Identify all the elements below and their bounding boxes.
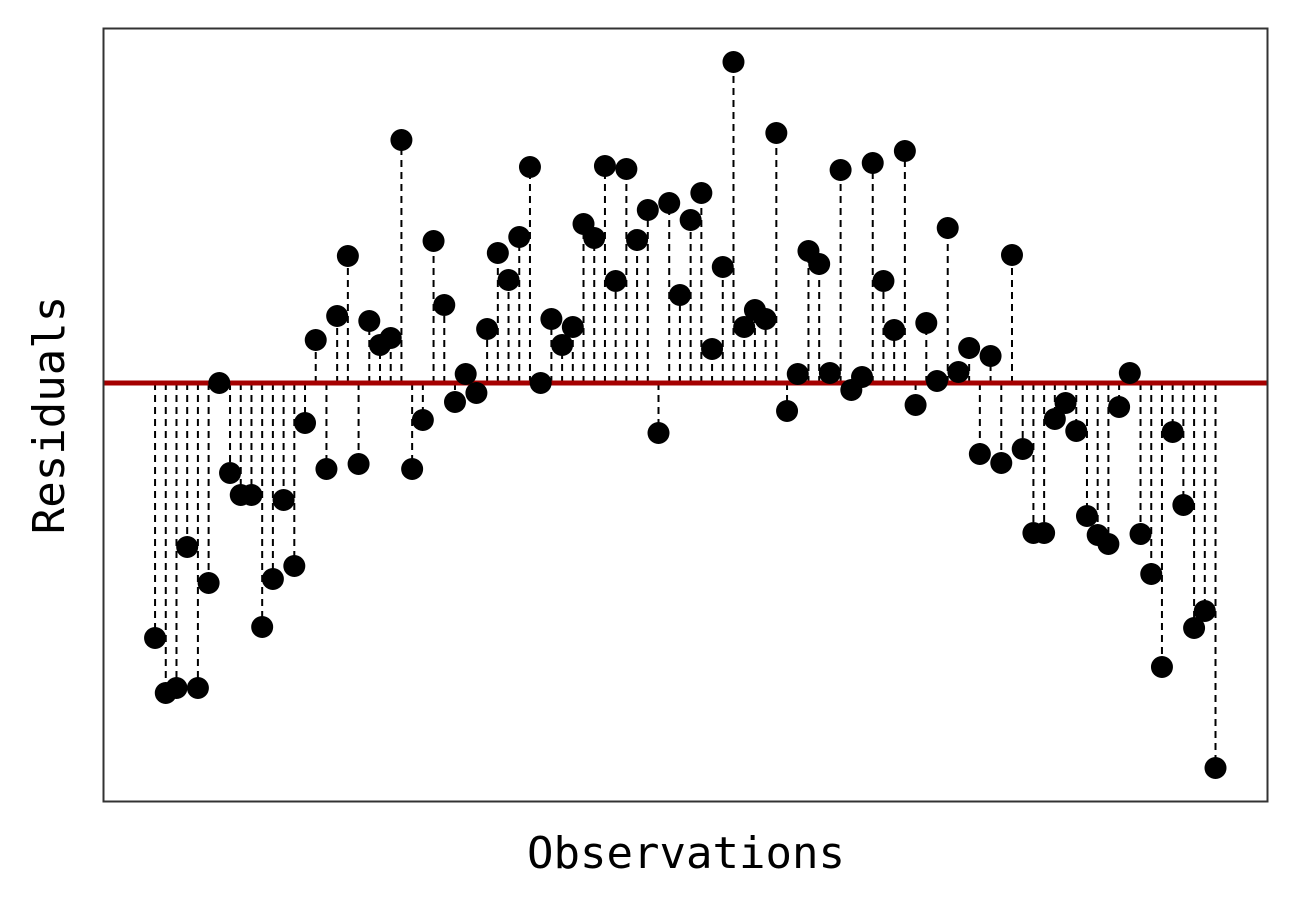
point xyxy=(1129,523,1152,545)
point xyxy=(497,269,520,291)
point xyxy=(701,338,724,360)
point xyxy=(144,627,167,649)
point xyxy=(711,256,734,278)
point xyxy=(626,229,649,251)
point xyxy=(690,182,713,204)
point xyxy=(818,362,841,384)
point xyxy=(476,318,499,340)
point xyxy=(754,308,777,330)
point xyxy=(658,192,681,214)
point xyxy=(208,372,231,394)
point xyxy=(668,284,691,306)
point xyxy=(454,363,477,385)
point xyxy=(926,370,949,392)
point xyxy=(786,363,809,385)
point xyxy=(679,209,702,231)
point xyxy=(936,217,959,239)
point xyxy=(636,199,659,221)
point xyxy=(283,555,306,577)
point xyxy=(808,253,831,275)
point xyxy=(358,310,381,332)
point xyxy=(904,394,927,416)
point xyxy=(326,305,349,327)
point xyxy=(979,345,1002,367)
point xyxy=(883,319,906,341)
point xyxy=(604,270,627,292)
point xyxy=(990,452,1013,474)
point xyxy=(851,366,874,388)
x-axis-label: Observations xyxy=(527,828,845,879)
point xyxy=(486,242,509,264)
point xyxy=(765,122,788,144)
plot-area xyxy=(103,51,1268,779)
point xyxy=(1108,396,1131,418)
point xyxy=(304,329,327,351)
point xyxy=(593,155,616,177)
point xyxy=(893,140,916,162)
point xyxy=(1011,438,1034,460)
point xyxy=(1043,408,1066,430)
point xyxy=(508,226,531,248)
point xyxy=(336,245,359,267)
point xyxy=(1161,421,1184,443)
point xyxy=(829,159,852,181)
point xyxy=(722,51,745,73)
point xyxy=(915,312,938,334)
point xyxy=(615,158,638,180)
point xyxy=(947,361,970,383)
point xyxy=(1054,392,1077,414)
y-axis-label: Residuals xyxy=(24,296,75,534)
plot-frame xyxy=(102,27,1269,803)
point xyxy=(872,270,895,292)
point xyxy=(272,489,295,511)
point xyxy=(1097,533,1120,555)
point xyxy=(1204,757,1227,779)
point xyxy=(294,412,317,434)
point xyxy=(422,230,445,252)
point xyxy=(1065,420,1088,442)
point xyxy=(583,227,606,249)
point xyxy=(529,372,552,394)
point xyxy=(1000,244,1023,266)
point xyxy=(186,677,209,699)
point xyxy=(379,327,402,349)
point xyxy=(776,400,799,422)
point xyxy=(733,316,756,338)
point xyxy=(561,316,584,338)
point xyxy=(240,484,263,506)
point xyxy=(176,536,199,558)
point xyxy=(347,453,370,475)
point xyxy=(1150,656,1173,678)
point xyxy=(390,129,413,151)
point xyxy=(401,458,424,480)
point xyxy=(197,572,220,594)
point xyxy=(551,334,574,356)
point xyxy=(1172,494,1195,516)
point xyxy=(861,152,884,174)
point xyxy=(958,337,981,359)
point xyxy=(411,409,434,431)
point xyxy=(540,308,563,330)
point xyxy=(647,422,670,444)
point xyxy=(219,462,242,484)
point xyxy=(443,391,466,413)
point xyxy=(968,443,991,465)
point xyxy=(1183,617,1206,639)
point xyxy=(1193,600,1216,622)
point xyxy=(518,156,541,178)
point xyxy=(261,568,284,590)
point xyxy=(1033,522,1056,544)
point xyxy=(315,458,338,480)
point xyxy=(1075,505,1098,527)
point xyxy=(433,294,456,316)
point xyxy=(1118,362,1141,384)
point xyxy=(251,616,274,638)
point xyxy=(1140,563,1163,585)
point xyxy=(165,677,188,699)
point xyxy=(465,382,488,404)
